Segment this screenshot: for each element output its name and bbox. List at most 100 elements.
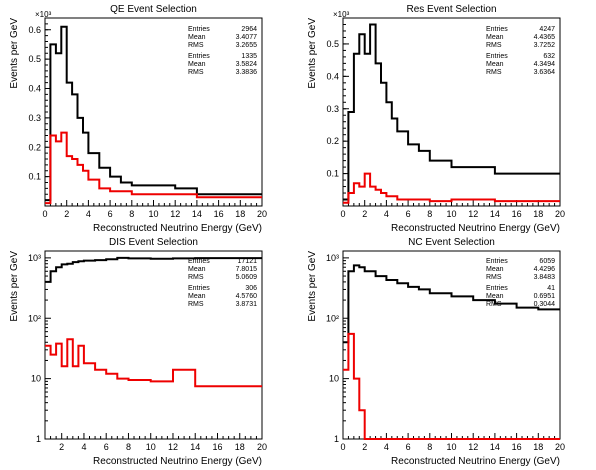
x-tick-label: 16 (512, 209, 522, 219)
y-tick-label: 10 (31, 374, 41, 384)
x-tick-label: 6 (406, 209, 411, 219)
y-tick-label: 10³ (28, 253, 41, 263)
stats-label: Entries (188, 258, 210, 265)
histogram-all-events (45, 256, 262, 283)
x-tick-label: 0 (42, 209, 47, 219)
x-tick-label: 4 (384, 209, 389, 219)
chart-panel-1: QE Event Selection 0 2 4 6 8 10 12 14 16 18 20 0.1 0.… (9, 4, 267, 234)
stats-label: RMS (486, 69, 502, 76)
histogram-all-events (343, 264, 560, 344)
y-tick-label: 0.1 (28, 172, 41, 182)
x-tick-label: 20 (257, 209, 267, 219)
stats-label: Mean (188, 34, 206, 41)
stats-value: 5.0609 (236, 274, 258, 281)
y-axis-label: Events per GeV (307, 251, 318, 322)
x-tick-label: 18 (533, 442, 543, 452)
stats-value: 3.7252 (534, 42, 556, 49)
stats-label: RMS (486, 301, 502, 308)
x-tick-label: 6 (104, 442, 109, 452)
x-axis-label: Reconstructed Neutrino Energy (GeV) (93, 223, 262, 234)
stats-value: 3.5824 (236, 61, 258, 68)
x-tick-label: 16 (214, 209, 224, 219)
x-tick-label: 16 (512, 442, 522, 452)
x-axis-label: Reconstructed Neutrino Energy (GeV) (391, 456, 560, 467)
x-tick-label: 4 (384, 442, 389, 452)
y-tick-label: 0.4 (326, 71, 339, 81)
chart-title: QE Event Selection (110, 4, 197, 15)
x-axis-label: Reconstructed Neutrino Energy (GeV) (391, 223, 560, 234)
x-tick-label: 2 (362, 442, 367, 452)
y-exponent-label: ×10³ (333, 10, 350, 19)
stats-label: RMS (188, 301, 204, 308)
x-tick-label: 14 (190, 442, 200, 452)
y-tick-label: 0.5 (326, 39, 339, 49)
stats-value: 41 (547, 285, 555, 292)
stats-value: 3.4077 (236, 34, 258, 41)
histogram-selected-events (45, 131, 262, 205)
x-tick-label: 8 (427, 209, 432, 219)
histogram-selected-events (343, 332, 560, 440)
stats-label: Mean (486, 34, 504, 41)
x-tick-label: 18 (533, 209, 543, 219)
x-tick-label: 14 (192, 209, 202, 219)
stats-value: 3.8483 (534, 274, 556, 281)
y-axis-label: Events per GeV (9, 18, 20, 89)
stats-label: RMS (188, 69, 204, 76)
stats-label: Mean (188, 61, 206, 68)
x-tick-label: 4 (86, 209, 91, 219)
x-tick-label: 2 (64, 209, 69, 219)
y-tick-label: 0.4 (28, 84, 41, 94)
stats-value: 306 (245, 285, 257, 292)
y-tick-label: 0.1 (326, 169, 339, 179)
chart-title: DIS Event Selection (109, 237, 198, 248)
stats-label: RMS (486, 42, 502, 49)
x-tick-label: 12 (468, 209, 478, 219)
stats-value: 632 (543, 53, 555, 60)
stats-value: 4.5760 (236, 293, 258, 300)
x-tick-label: 14 (490, 209, 500, 219)
plot-frame (342, 250, 561, 440)
stats-label: Entries (486, 26, 508, 33)
stats-value: 6059 (539, 258, 555, 265)
stats-label: Entries (486, 285, 508, 292)
stats-label: Entries (188, 26, 210, 33)
chart-panel-3: DIS Event Selection 2 4 6 8 10 12 14 16 18 20 1 10 10… (9, 237, 267, 467)
stats-label: Entries (188, 53, 210, 60)
x-tick-label: 6 (108, 209, 113, 219)
stats-value: 3.8731 (236, 301, 258, 308)
histogram-all-events (45, 25, 262, 202)
stats-value: 17121 (238, 258, 258, 265)
y-tick-label: 0.3 (326, 104, 339, 114)
x-tick-label: 0 (340, 442, 345, 452)
x-tick-label: 20 (555, 209, 565, 219)
histogram-selected-events (45, 338, 262, 388)
stats-value: 7.8015 (236, 266, 258, 273)
stats-label: Entries (486, 258, 508, 265)
y-tick-label: 10² (28, 313, 41, 323)
y-tick-label: 0.2 (28, 142, 41, 152)
x-tick-label: 10 (148, 209, 158, 219)
stats-value: 2964 (241, 26, 257, 33)
x-tick-label: 2 (362, 209, 367, 219)
stats-label: Entries (188, 285, 210, 292)
x-tick-label: 12 (168, 442, 178, 452)
y-tick-label: 0.3 (28, 113, 41, 123)
x-tick-label: 12 (170, 209, 180, 219)
x-tick-label: 10 (446, 442, 456, 452)
stats-label: RMS (188, 274, 204, 281)
y-tick-label: 10 (329, 374, 339, 384)
y-tick-label: 10² (326, 313, 339, 323)
x-tick-label: 18 (235, 209, 245, 219)
y-axis-label: Events per GeV (307, 18, 318, 89)
stats-label: Mean (486, 61, 504, 68)
chart-panel-4: NC Event Selection 0 2 4 6 8 10 12 14 16 18 20 1 10 10… (307, 237, 565, 467)
stats-label: RMS (486, 274, 502, 281)
stats-value: 4.3494 (534, 61, 556, 68)
x-tick-label: 2 (59, 442, 64, 452)
stats-value: 4.4296 (534, 266, 556, 273)
y-tick-label: 0.5 (28, 54, 41, 64)
stats-value: 3.3836 (236, 69, 258, 76)
y-exponent-label: ×10³ (35, 10, 52, 19)
stats-value: 3.2655 (236, 42, 258, 49)
